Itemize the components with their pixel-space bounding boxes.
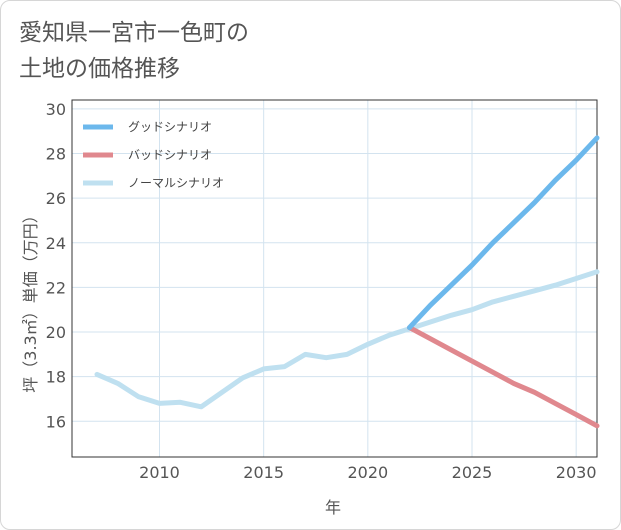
legend-item-normal: ノーマルシナリオ — [83, 176, 224, 190]
grid-lines — [72, 100, 597, 457]
series-line-bad — [407, 325, 600, 429]
legend-label: バッドシナリオ — [128, 148, 212, 162]
x-tick-label: 2025 — [452, 463, 493, 482]
plot-frame — [71, 99, 598, 458]
series-layer — [94, 135, 600, 429]
x-tick-label: 2020 — [347, 463, 388, 482]
series-line-good — [407, 135, 600, 331]
legend-item-bad: バッドシナリオ — [83, 148, 212, 162]
y-tick-label: 22 — [46, 278, 66, 297]
y-tick-label: 28 — [46, 145, 66, 164]
x-tick-label: 2015 — [243, 463, 284, 482]
y-tick-label: 16 — [46, 412, 66, 431]
y-tick-label: 18 — [46, 368, 66, 387]
x-axis-title: 年 — [325, 498, 341, 517]
legend-label: グッドシナリオ — [128, 120, 212, 134]
y-tick-label: 20 — [46, 323, 66, 342]
legend-label: ノーマルシナリオ — [128, 176, 224, 190]
y-tick-label: 26 — [46, 189, 66, 208]
y-tick-label: 30 — [46, 100, 66, 119]
x-tick-label: 2010 — [139, 463, 180, 482]
x-tick-labels: 2010 2015 2020 2025 2030 — [139, 463, 596, 482]
y-axis-title: 坪（3.3㎡）単価（万円） — [21, 207, 40, 392]
legend-item-good: グッドシナリオ — [83, 120, 212, 134]
chart-title-line-1: 愛知県一宮市一色町の — [19, 20, 249, 46]
series-line-normal — [94, 269, 600, 410]
y-tick-label: 24 — [46, 234, 66, 253]
chart-title-line-2: 土地の価格推移 — [19, 56, 180, 82]
y-tick-labels: 16 18 20 22 24 26 28 30 — [46, 100, 66, 431]
x-tick-label: 2030 — [556, 463, 597, 482]
chart-title: 愛知県一宮市一色町の 土地の価格推移 — [19, 15, 249, 87]
